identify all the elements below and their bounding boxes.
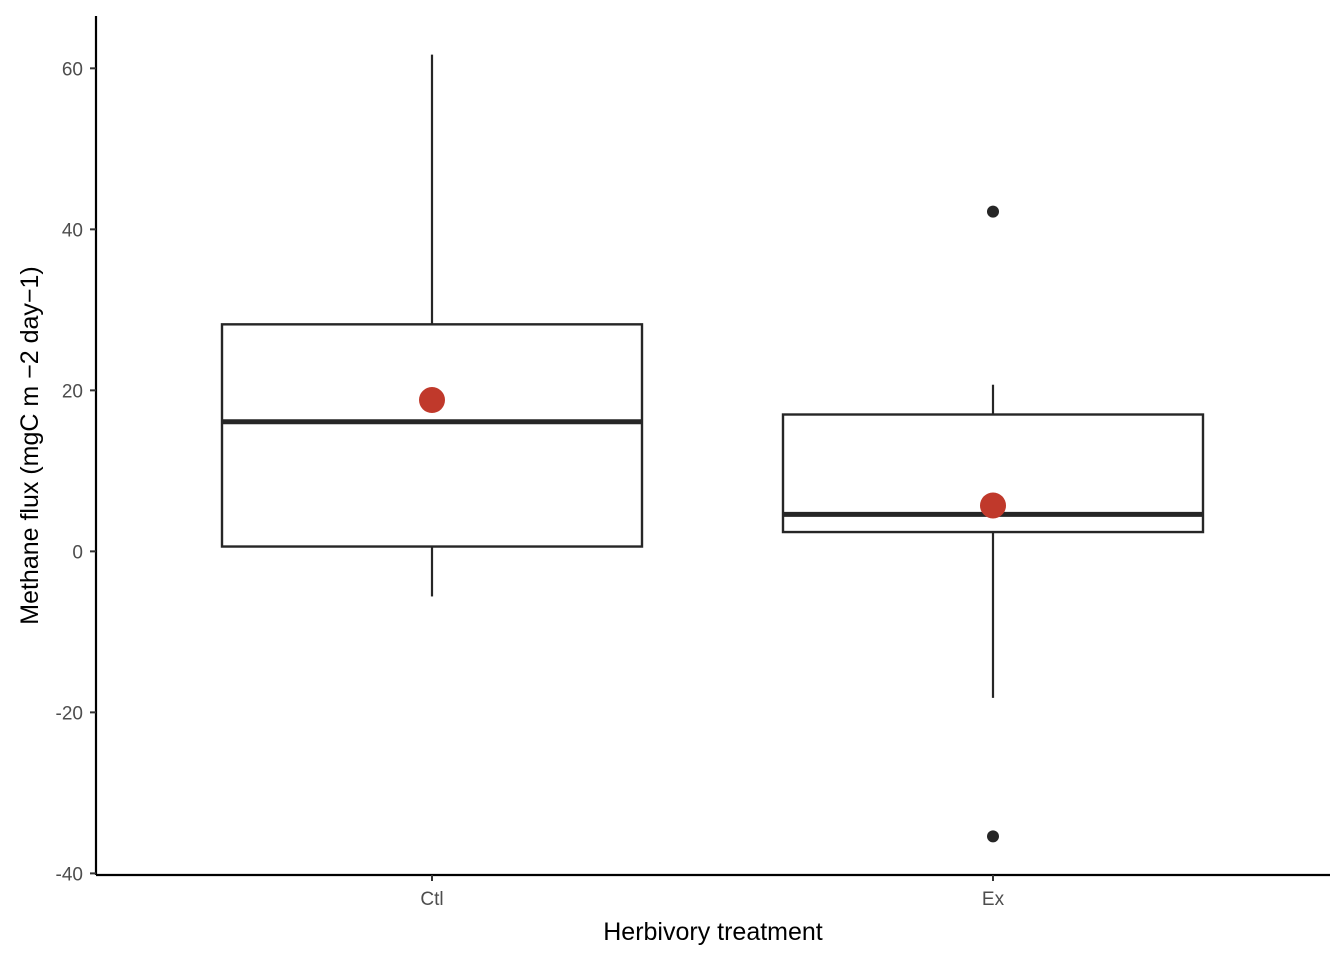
iqr-box	[220, 323, 644, 548]
box-group-ex	[781, 205, 1205, 843]
outlier-point	[987, 830, 999, 843]
box-group-ctl	[220, 54, 644, 597]
y-axis-title: Methane flux (mgC m −2 day−1)	[16, 266, 44, 625]
y-tick-label: -20	[56, 703, 83, 724]
y-tick-label: 60	[62, 59, 83, 80]
y-tick-label: 40	[62, 220, 83, 241]
y-tick-label: -40	[56, 864, 83, 885]
mean-point	[980, 492, 1006, 519]
axes: -40 -20 0 20 40 60 Ctl Ex	[56, 16, 1330, 910]
x-tick-label: Ctl	[420, 889, 443, 910]
outlier-point	[987, 205, 999, 218]
x-axis-title: Herbivory treatment	[603, 918, 823, 946]
mean-point	[419, 387, 445, 414]
y-tick-label: 20	[62, 381, 83, 402]
y-tick-label: 0	[72, 542, 83, 563]
plot-area	[220, 54, 1205, 843]
x-tick-label: Ex	[982, 889, 1005, 910]
